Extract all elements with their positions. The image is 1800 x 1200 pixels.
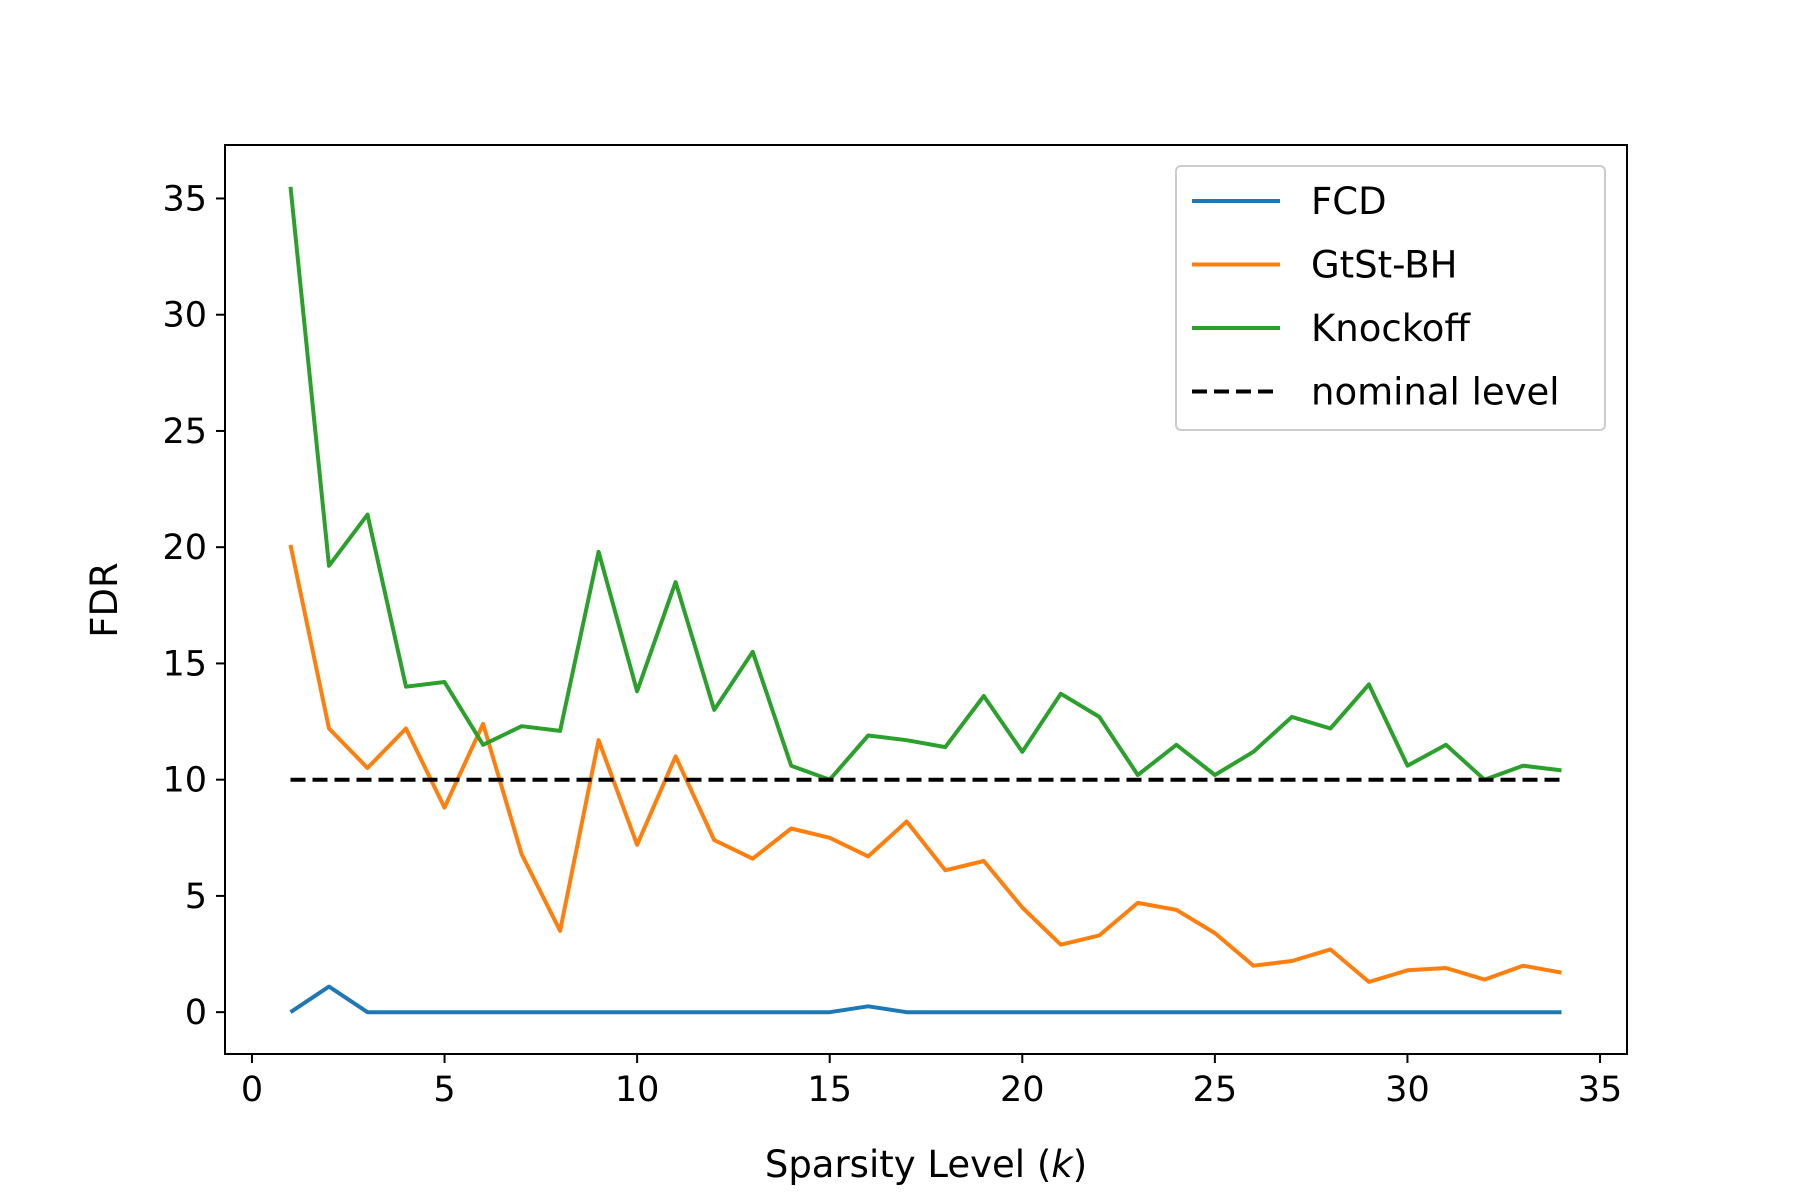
y-axis: 0 5 10 15 20 25 30 35	[162, 179, 225, 1033]
legend-label-nominal-level: nominal level	[1311, 371, 1560, 414]
x-tick-label: 25	[1193, 1070, 1238, 1110]
x-tick-label: 0	[241, 1070, 263, 1110]
x-tick-label: 5	[433, 1070, 455, 1110]
y-tick-label: 0	[185, 993, 207, 1033]
x-tick-label: 35	[1578, 1070, 1623, 1110]
x-tick-label: 20	[1000, 1070, 1045, 1110]
x-tick-label: 30	[1385, 1070, 1430, 1110]
plot-frame	[224, 144, 1628, 1055]
series-line-fcd	[289, 984, 1562, 1015]
y-tick-label: 5	[185, 877, 207, 917]
series-line-gtst-bh	[288, 544, 1562, 984]
x-tick-label: 15	[807, 1070, 852, 1110]
y-tick-label: 10	[162, 761, 207, 801]
y-tick-label: 20	[162, 528, 207, 568]
legend: FCD GtSt-BH Knockoff nominal level	[1175, 165, 1606, 431]
x-axis: 0 5 10 15 20 25 30 35	[241, 1054, 1622, 1110]
x-axis-label: Sparsity Level (k)	[765, 1143, 1087, 1186]
y-tick-label: 25	[162, 412, 207, 452]
legend-label-fcd: FCD	[1311, 180, 1387, 223]
series-layer	[288, 186, 1562, 1015]
legend-entries: FCD GtSt-BH Knockoff nominal level	[1192, 180, 1560, 414]
legend-frame	[1175, 165, 1606, 431]
y-tick-label: 15	[162, 644, 207, 684]
x-tick-label: 10	[615, 1070, 660, 1110]
y-tick-label: 30	[162, 296, 207, 336]
y-tick-label: 35	[162, 179, 207, 219]
legend-label-gtst-bh: GtSt-BH	[1311, 244, 1457, 287]
y-axis-label: FDR	[83, 562, 126, 637]
series-line-knockoff	[288, 186, 1562, 782]
legend-label-knockoff: Knockoff	[1311, 307, 1471, 350]
